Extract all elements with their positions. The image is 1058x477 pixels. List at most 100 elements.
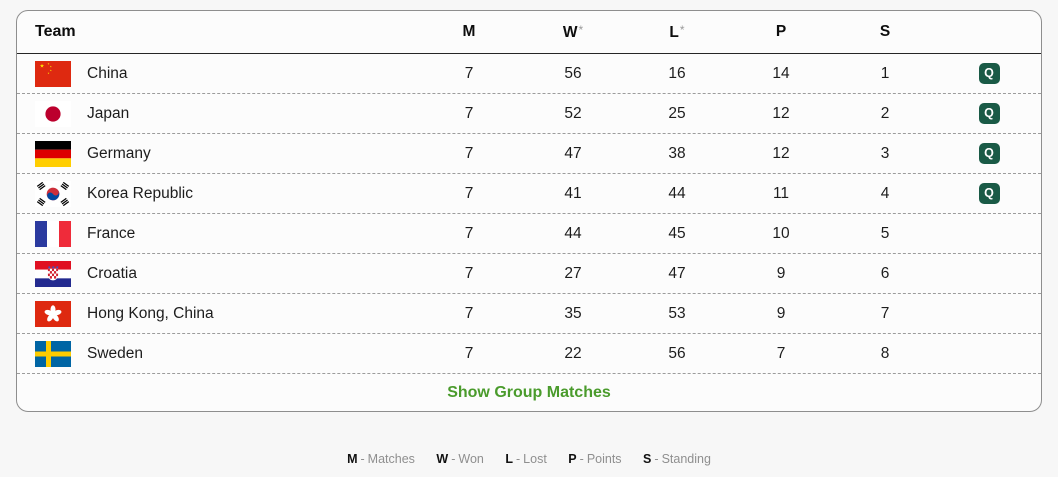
flag-sweden-icon xyxy=(35,340,71,367)
lost-value: 56 xyxy=(668,344,686,362)
col-header-won-label: W xyxy=(562,23,578,41)
legend-separator: - xyxy=(451,452,456,466)
points-value: 11 xyxy=(772,184,790,202)
lost-value: 44 xyxy=(668,184,686,202)
table-row: Germany 7 47 38 12 3 Q xyxy=(17,133,1041,173)
legend-separator: - xyxy=(654,452,659,466)
matches-value: 7 xyxy=(464,224,474,242)
legend-key: P xyxy=(568,452,577,466)
standing-value: 8 xyxy=(880,344,890,362)
col-header-points-label: P xyxy=(775,23,787,40)
legend-key: W xyxy=(436,452,449,466)
matches-value: 7 xyxy=(464,344,474,362)
points-value: 12 xyxy=(772,104,790,122)
legend-key: S xyxy=(643,452,652,466)
lost-value: 25 xyxy=(668,104,686,122)
legend-label: Matches xyxy=(367,452,415,466)
won-value: 47 xyxy=(564,144,582,162)
matches-value: 7 xyxy=(464,304,474,322)
legend-label: Points xyxy=(586,452,622,466)
group-standings-table: Team M W* L* P S China 7 56 16 14 1 Q Ja… xyxy=(16,10,1042,412)
table-header-row: Team M W* L* P S xyxy=(17,11,1041,54)
team-name: Germany xyxy=(87,144,151,162)
won-value: 22 xyxy=(564,344,582,362)
legend-label: Standing xyxy=(661,452,711,466)
flag-china-icon xyxy=(35,60,71,87)
legend-label: Lost xyxy=(523,452,547,466)
col-header-standing-label: S xyxy=(879,23,891,40)
standing-value: 5 xyxy=(880,224,890,242)
legend-item-matches: M - Matches xyxy=(347,452,415,466)
table-row: Japan 7 52 25 12 2 Q xyxy=(17,93,1041,133)
lost-value: 45 xyxy=(668,224,686,242)
show-group-matches-link[interactable]: Show Group Matches xyxy=(447,383,611,401)
col-header-lost: L* xyxy=(625,23,729,42)
team-name: France xyxy=(87,224,136,242)
matches-value: 7 xyxy=(464,144,474,162)
table-body: China 7 56 16 14 1 Q Japan 7 52 25 12 2 … xyxy=(17,54,1041,373)
table-row: China 7 56 16 14 1 Q xyxy=(17,54,1041,93)
qualified-badge: Q xyxy=(978,103,1000,124)
standing-value: 6 xyxy=(880,264,890,282)
standing-value: 7 xyxy=(880,304,890,322)
qualified-badge: Q xyxy=(978,143,1000,164)
team-name: Korea Republic xyxy=(87,184,193,202)
legend-key: L xyxy=(505,452,513,466)
flag-france-icon xyxy=(35,220,71,247)
legend: M - Matches W - Won L - Lost P - Points S - Standi… xyxy=(0,452,1058,466)
col-header-team: Team xyxy=(35,23,76,40)
matches-value: 7 xyxy=(464,64,474,82)
points-value: 14 xyxy=(772,64,790,82)
won-value: 41 xyxy=(564,184,582,202)
legend-item-lost: L - Lost xyxy=(505,452,546,466)
flag-croatia-icon xyxy=(35,260,71,287)
won-value: 27 xyxy=(564,264,582,282)
col-header-points: P xyxy=(729,23,833,41)
legend-item-points: P - Points xyxy=(568,452,621,466)
qualified-badge: Q xyxy=(978,183,1000,204)
lost-value: 38 xyxy=(668,144,686,162)
legend-item-standing: S - Standing xyxy=(643,452,711,466)
won-value: 52 xyxy=(564,104,582,122)
won-value: 44 xyxy=(564,224,582,242)
lost-value: 16 xyxy=(668,64,686,82)
col-header-matches-label: M xyxy=(462,23,476,40)
points-value: 9 xyxy=(776,304,786,322)
won-asterisk: * xyxy=(578,22,584,37)
flag-japan-icon xyxy=(35,100,71,127)
points-value: 9 xyxy=(776,264,786,282)
won-value: 56 xyxy=(564,64,582,82)
col-header-won: W* xyxy=(521,23,625,42)
qualified-badge: Q xyxy=(978,63,1000,84)
standing-value: 4 xyxy=(880,184,890,202)
points-value: 10 xyxy=(772,224,790,242)
table-row: Hong Kong, China 7 35 53 9 7 Q xyxy=(17,293,1041,333)
team-name: Croatia xyxy=(87,264,137,282)
table-row: France 7 44 45 10 5 Q xyxy=(17,213,1041,253)
standing-value: 1 xyxy=(880,64,890,82)
lost-value: 53 xyxy=(668,304,686,322)
team-name: Japan xyxy=(87,104,130,122)
col-header-standing: S xyxy=(833,23,937,41)
lost-asterisk: * xyxy=(679,22,685,37)
points-value: 7 xyxy=(776,344,786,362)
flag-korea-republic-icon xyxy=(35,180,71,207)
col-header-lost-label: L xyxy=(669,23,679,41)
legend-key: M xyxy=(347,452,358,466)
matches-value: 7 xyxy=(464,184,474,202)
standing-value: 3 xyxy=(880,144,890,162)
col-header-matches: M xyxy=(417,23,521,41)
lost-value: 47 xyxy=(668,264,686,282)
legend-separator: - xyxy=(579,452,584,466)
won-value: 35 xyxy=(564,304,582,322)
legend-separator: - xyxy=(516,452,521,466)
flag-hong-kong-china-icon xyxy=(35,300,71,327)
table-footer-row: Show Group Matches xyxy=(17,373,1041,411)
matches-value: 7 xyxy=(464,264,474,282)
team-name: Hong Kong, China xyxy=(87,304,214,322)
legend-label: Won xyxy=(458,452,484,466)
team-name: Sweden xyxy=(87,344,144,362)
team-name: China xyxy=(87,64,128,82)
table-row: Sweden 7 22 56 7 8 Q xyxy=(17,333,1041,373)
